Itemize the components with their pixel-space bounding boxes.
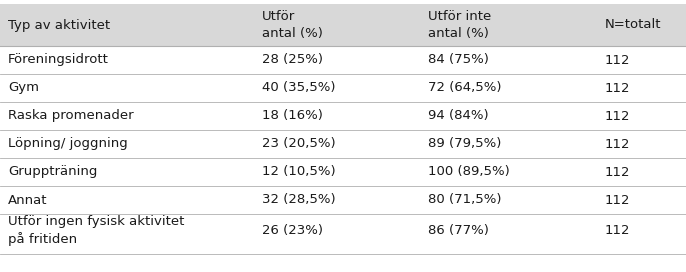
Text: 112: 112: [605, 224, 630, 237]
Text: Löpning/ joggning: Löpning/ joggning: [8, 138, 128, 150]
Text: 12 (10,5%): 12 (10,5%): [262, 165, 335, 178]
Text: 18 (16%): 18 (16%): [262, 110, 323, 122]
Text: 40 (35,5%): 40 (35,5%): [262, 82, 335, 94]
Text: Utför inte
antal (%): Utför inte antal (%): [428, 11, 491, 39]
Text: 112: 112: [605, 110, 630, 122]
Bar: [0, 4, 686, 46]
Text: 94 (84%): 94 (84%): [428, 110, 488, 122]
Text: Föreningsidrott: Föreningsidrott: [8, 54, 109, 66]
Text: 86 (77%): 86 (77%): [428, 224, 489, 237]
Text: Gym: Gym: [8, 82, 39, 94]
Text: 72 (64,5%): 72 (64,5%): [428, 82, 501, 94]
Text: 112: 112: [605, 82, 630, 94]
Text: 84 (75%): 84 (75%): [428, 54, 489, 66]
Text: Annat: Annat: [8, 193, 47, 206]
Text: 28 (25%): 28 (25%): [262, 54, 323, 66]
Text: 112: 112: [605, 138, 630, 150]
Text: 89 (79,5%): 89 (79,5%): [428, 138, 501, 150]
Text: 112: 112: [605, 54, 630, 66]
Text: 100 (89,5%): 100 (89,5%): [428, 165, 510, 178]
Text: 23 (20,5%): 23 (20,5%): [262, 138, 335, 150]
Text: Utför ingen fysisk aktivitet
på fritiden: Utför ingen fysisk aktivitet på fritiden: [8, 215, 185, 246]
Text: Gruppträning: Gruppträning: [8, 165, 97, 178]
Text: 112: 112: [605, 165, 630, 178]
Text: 32 (28,5%): 32 (28,5%): [262, 193, 335, 206]
Text: N=totalt: N=totalt: [605, 18, 661, 32]
Text: 112: 112: [605, 193, 630, 206]
Text: 80 (71,5%): 80 (71,5%): [428, 193, 501, 206]
Text: Typ av aktivitet: Typ av aktivitet: [8, 18, 110, 32]
Text: Raska promenader: Raska promenader: [8, 110, 134, 122]
Text: Utför
antal (%): Utför antal (%): [262, 11, 323, 39]
Text: 26 (23%): 26 (23%): [262, 224, 323, 237]
